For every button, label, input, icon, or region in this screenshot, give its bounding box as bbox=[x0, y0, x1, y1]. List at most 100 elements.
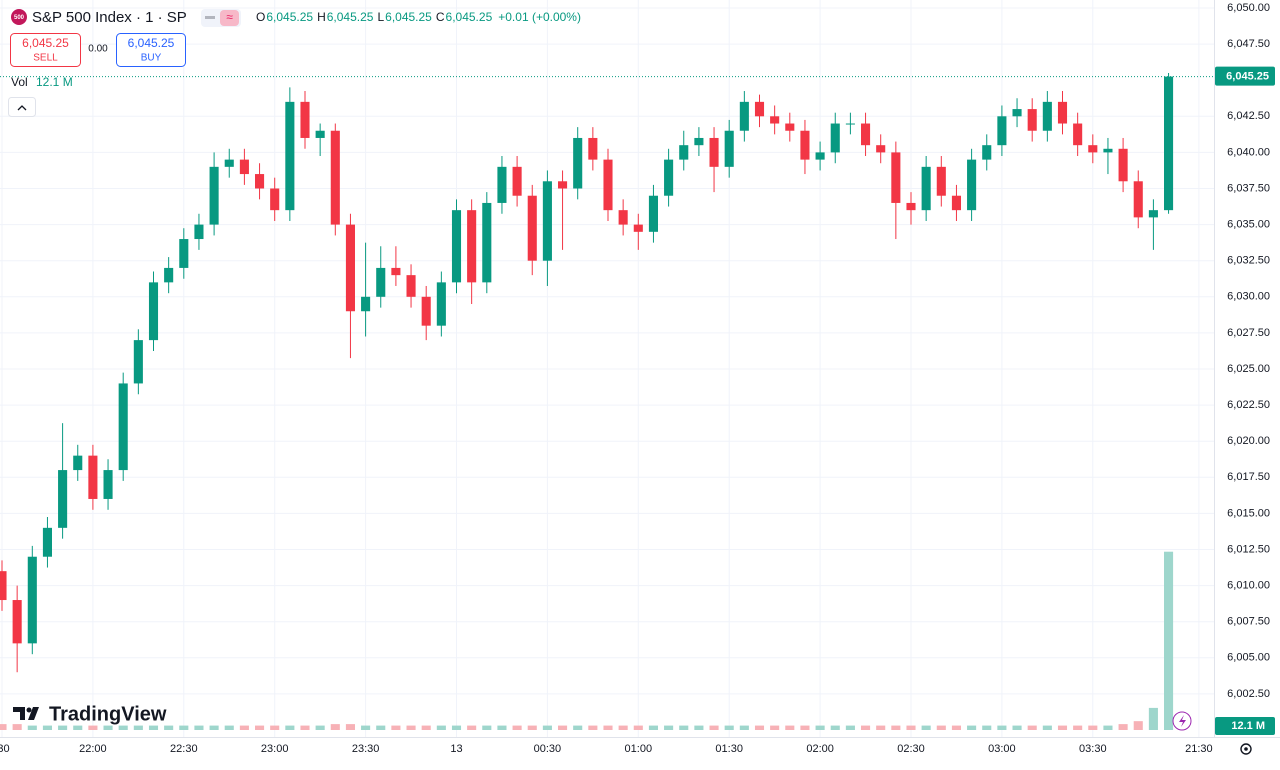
sell-price: 6,045.25 bbox=[22, 36, 69, 50]
ohlc-value: 6,045.25 bbox=[385, 10, 432, 24]
last-price-label: 6,045.25 bbox=[1226, 70, 1269, 82]
candle-body bbox=[648, 195, 658, 232]
candle-body bbox=[1164, 76, 1174, 211]
candle-body bbox=[618, 210, 628, 225]
candle-body bbox=[558, 181, 568, 189]
candle-body bbox=[1012, 109, 1022, 117]
ohlc-value: 6,045.25 bbox=[266, 10, 313, 24]
candle-body bbox=[906, 202, 916, 211]
candle-body bbox=[1073, 123, 1083, 146]
volume-bar bbox=[694, 725, 704, 730]
candle-body bbox=[436, 282, 446, 326]
y-tick-label: 6,037.50 bbox=[1227, 182, 1270, 194]
candle-body bbox=[785, 123, 795, 131]
candle-body bbox=[179, 239, 189, 268]
x-tick-label: 01:00 bbox=[625, 743, 653, 755]
volume-bar bbox=[194, 725, 204, 730]
volume-bar bbox=[118, 725, 128, 730]
volume-bar bbox=[361, 725, 371, 730]
candle-body bbox=[739, 101, 749, 131]
candle-body bbox=[679, 145, 689, 160]
volume-bar bbox=[1073, 725, 1083, 730]
candle-body bbox=[406, 275, 416, 297]
volume-bar bbox=[1103, 725, 1113, 730]
candle-body bbox=[815, 152, 825, 160]
candle-body bbox=[542, 181, 552, 261]
volume-bar bbox=[845, 725, 855, 730]
volume-bar bbox=[1057, 725, 1068, 730]
volume-bar bbox=[179, 725, 189, 730]
x-tick-label: :30 bbox=[0, 743, 10, 755]
volume-bar bbox=[421, 725, 431, 730]
volume-bar bbox=[300, 725, 310, 730]
volume-bar bbox=[542, 725, 552, 730]
candle-body bbox=[27, 556, 37, 644]
volume-bar bbox=[0, 724, 7, 730]
collapse-button[interactable] bbox=[8, 97, 36, 117]
buy-button[interactable] bbox=[116, 33, 186, 67]
candle-body bbox=[255, 174, 265, 189]
x-tick-label: 03:30 bbox=[1079, 743, 1107, 755]
volume-bar bbox=[648, 725, 658, 730]
volume-bar bbox=[770, 725, 780, 730]
last-price-tag bbox=[1215, 66, 1275, 86]
candle-body bbox=[285, 101, 295, 211]
candle-body bbox=[1027, 109, 1037, 131]
y-tick-label: 6,027.50 bbox=[1227, 327, 1270, 339]
candle-body bbox=[1103, 148, 1113, 153]
symbol-title[interactable]: S&P 500 Index · 1 · SP bbox=[32, 9, 187, 26]
volume-bar bbox=[103, 725, 113, 730]
volume-bar bbox=[997, 725, 1007, 730]
candle-body bbox=[588, 137, 598, 160]
y-tick-label: 6,032.50 bbox=[1227, 255, 1270, 267]
y-tick-label: 6,047.50 bbox=[1227, 38, 1270, 50]
toggle-icon[interactable] bbox=[220, 10, 239, 26]
candle-body bbox=[573, 137, 583, 189]
sell-button[interactable] bbox=[10, 33, 81, 67]
x-tick-label: 03:00 bbox=[988, 743, 1016, 755]
candle-body bbox=[861, 123, 871, 146]
candle-body bbox=[876, 145, 886, 153]
candle-body bbox=[1118, 148, 1128, 182]
candle-body bbox=[1088, 145, 1098, 153]
volume-bar bbox=[58, 725, 68, 730]
ohlc-change: +0.01 (+0.00%) bbox=[498, 10, 581, 24]
vol-value: 12.1 M bbox=[36, 75, 73, 89]
candle-body bbox=[164, 267, 174, 283]
candle-body bbox=[709, 137, 719, 167]
toggle-glyph: ≈ bbox=[226, 10, 233, 24]
candle-body bbox=[633, 224, 643, 232]
vol-tag bbox=[1215, 717, 1275, 735]
ohlc-legend: O 6,045.25 H 6,045.25 L 6,045.25 C 6,045.25 +0.0… bbox=[256, 10, 581, 24]
candle-body bbox=[239, 159, 249, 175]
volume-bar bbox=[1118, 724, 1128, 730]
volume-bar bbox=[73, 725, 83, 730]
y-tick-label: 6,002.50 bbox=[1227, 688, 1270, 700]
volume-bar bbox=[451, 725, 462, 730]
volume-bar bbox=[285, 725, 295, 730]
volume-bar bbox=[164, 725, 174, 730]
y-tick-label: 6,022.50 bbox=[1227, 399, 1270, 411]
volume-bar bbox=[270, 725, 280, 730]
volume-bar bbox=[133, 725, 143, 730]
candle-body bbox=[451, 210, 462, 283]
candle-body bbox=[224, 159, 234, 167]
ohlc-key: O bbox=[256, 10, 265, 24]
volume-bar bbox=[861, 725, 871, 730]
settings-button[interactable] bbox=[1240, 743, 1252, 755]
volume-bar bbox=[512, 725, 522, 730]
volume-bar bbox=[724, 725, 734, 730]
volume-bar bbox=[315, 725, 325, 730]
candle-body bbox=[300, 101, 310, 138]
x-tick-label: 13 bbox=[450, 743, 462, 755]
sell-label: SELL bbox=[33, 53, 58, 64]
volume-bar bbox=[664, 725, 674, 730]
x-tick-label: 23:00 bbox=[261, 743, 289, 755]
volume-bar bbox=[527, 725, 537, 730]
volume-bar bbox=[573, 725, 583, 730]
logo-text[interactable]: TradingView bbox=[49, 703, 167, 725]
volume-bar bbox=[982, 725, 992, 730]
y-tick-label: 6,012.50 bbox=[1227, 543, 1270, 555]
volume-bar bbox=[12, 724, 22, 730]
